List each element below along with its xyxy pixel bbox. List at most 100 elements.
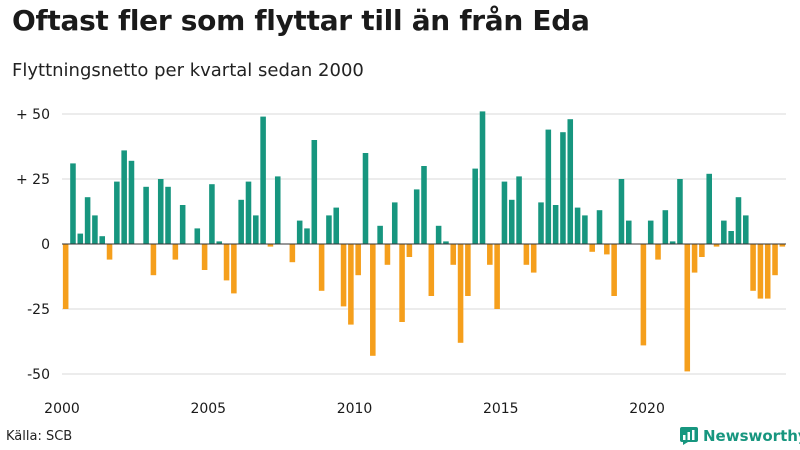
bar	[179, 205, 186, 244]
bar	[443, 241, 449, 244]
bar	[501, 181, 508, 244]
brand-logo: Newsworthy	[680, 424, 800, 448]
bar	[428, 244, 435, 296]
source-note: Källa: SCB	[6, 429, 73, 444]
bar	[523, 244, 530, 265]
bar	[552, 205, 559, 244]
x-tick-label: 2015	[483, 401, 519, 417]
bar	[238, 199, 244, 244]
bar	[750, 244, 756, 291]
bar	[370, 244, 376, 356]
bar	[764, 244, 771, 299]
bar	[662, 210, 669, 244]
bar	[743, 215, 749, 244]
bar	[223, 244, 230, 281]
bar	[296, 220, 303, 244]
bar	[304, 228, 310, 244]
bar	[62, 244, 69, 309]
bar	[450, 244, 457, 265]
bar	[684, 244, 691, 372]
chart-title: Oftast fler som flyttar till än från Eda	[12, 4, 590, 37]
bar	[260, 116, 266, 244]
chart-subtitle: Flyttningsnetto per kvartal sedan 2000	[12, 60, 364, 81]
bar	[625, 220, 632, 244]
bar	[194, 228, 201, 244]
bar	[318, 244, 325, 291]
bar	[245, 181, 252, 244]
x-tick-label: 2000	[44, 401, 80, 417]
bar	[399, 244, 405, 322]
bar	[99, 236, 105, 244]
bar	[530, 244, 537, 273]
bar	[253, 215, 259, 244]
bar	[669, 241, 676, 244]
bars	[62, 111, 786, 372]
bar	[172, 244, 179, 260]
y-tick-label: 0	[41, 237, 50, 253]
bar	[457, 244, 464, 343]
bar	[713, 244, 720, 247]
bar	[216, 241, 223, 244]
bar	[106, 244, 113, 260]
bar	[70, 163, 76, 244]
bar	[487, 244, 493, 265]
bar	[699, 244, 705, 257]
bar	[157, 179, 164, 244]
bar	[311, 140, 318, 244]
bar	[326, 215, 332, 244]
bar	[340, 244, 347, 307]
bar	[516, 176, 522, 244]
x-tick-label: 2020	[629, 401, 665, 417]
bar	[706, 173, 712, 244]
bar	[348, 244, 354, 325]
bar	[655, 244, 661, 260]
bar	[421, 166, 427, 244]
bar	[413, 189, 420, 244]
bar	[128, 160, 135, 244]
bar	[735, 197, 742, 244]
bar	[143, 186, 149, 244]
bar	[289, 244, 296, 263]
bar	[640, 244, 647, 346]
newsworthy-logo-icon	[680, 427, 698, 445]
bar	[92, 215, 98, 244]
bar	[77, 233, 84, 244]
bar	[589, 244, 595, 252]
bar	[267, 244, 274, 247]
brand-name: Newsworthy	[703, 427, 800, 445]
bar	[435, 225, 442, 244]
y-tick-label: + 25	[16, 172, 50, 188]
bar	[779, 244, 786, 247]
bar	[677, 179, 683, 244]
bar	[362, 153, 369, 244]
y-axis-ticks: + 50 + 25 0 -25 -50	[16, 107, 50, 383]
bar	[377, 225, 383, 244]
bar	[231, 244, 237, 294]
y-tick-label: + 50	[16, 107, 50, 123]
bar	[538, 202, 544, 244]
bar	[84, 197, 91, 244]
bar	[508, 199, 515, 244]
x-tick-label: 2005	[190, 401, 226, 417]
bar	[582, 215, 588, 244]
bar	[209, 184, 215, 244]
bar	[114, 181, 120, 244]
bar	[384, 244, 391, 265]
bar	[201, 244, 208, 270]
bar	[574, 207, 581, 244]
bar	[721, 220, 727, 244]
bar	[355, 244, 361, 276]
x-tick-label: 2010	[337, 401, 373, 417]
bar	[728, 231, 734, 244]
y-tick-label: -25	[27, 302, 50, 318]
bar	[391, 202, 398, 244]
bar	[150, 244, 157, 276]
bar	[604, 244, 610, 255]
bar	[611, 244, 617, 296]
bar	[560, 132, 566, 244]
y-tick-label: -50	[27, 367, 50, 383]
bar	[274, 176, 281, 244]
bar	[472, 168, 478, 244]
bar	[494, 244, 500, 309]
bar-chart: + 50 + 25 0 -25 -50 2000 2005 2010 2015 2020	[16, 107, 786, 417]
